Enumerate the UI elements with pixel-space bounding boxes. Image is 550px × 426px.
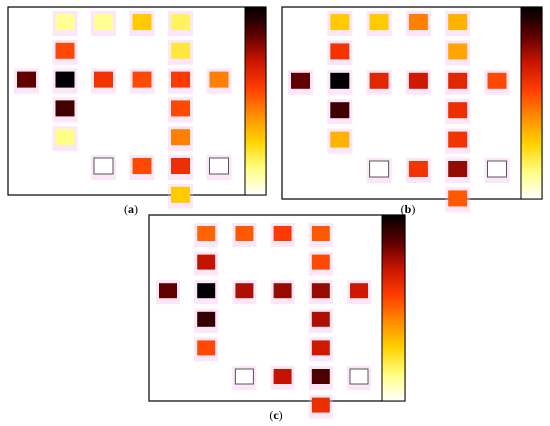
heatmap-cell — [132, 14, 152, 30]
heatmap-cell — [448, 72, 468, 89]
heatmap-cell — [235, 226, 254, 241]
heatmap-empty-cell — [369, 160, 390, 178]
heatmap-cell — [171, 186, 190, 203]
caption-c: (c) — [269, 408, 283, 422]
panel-c — [148, 214, 406, 419]
heatmap-cell — [448, 102, 468, 119]
heatmap-cell — [330, 43, 350, 60]
heatmap-empty-cell — [487, 160, 507, 178]
heatmap-cell — [311, 397, 330, 413]
heatmap-cell — [330, 72, 350, 89]
heatmap-cell — [209, 71, 229, 88]
heatmap-cell — [94, 14, 113, 30]
heatmap-cell — [55, 129, 75, 146]
heatmap-cell — [197, 283, 216, 299]
heatmap-cell — [55, 100, 75, 117]
heatmap-cell — [171, 14, 190, 30]
heatmap-empty-cell — [349, 368, 369, 385]
heatmap-cell — [159, 283, 177, 299]
heatmap-cell — [55, 71, 75, 88]
heatmap-cell — [448, 190, 468, 207]
heatmap-cell — [171, 129, 190, 146]
colorbar — [381, 214, 406, 402]
heatmap-cell — [55, 14, 75, 30]
heatmap-cell — [94, 71, 113, 88]
heatmap-cell — [408, 161, 428, 177]
heatmap-cell — [330, 102, 350, 119]
heatmap-cell — [311, 226, 330, 241]
heatmap-cell — [448, 131, 468, 148]
heatmap-empty-cell — [209, 157, 229, 175]
heatmap-cell — [132, 71, 152, 88]
heatmap-cell — [311, 254, 330, 270]
heatmap-cell — [197, 226, 216, 241]
heatmap-cell — [197, 254, 216, 270]
heatmap-cell — [132, 158, 152, 174]
heatmap-cell — [197, 311, 216, 327]
heatmap-cell — [171, 42, 190, 59]
heatmap-cell — [330, 14, 350, 30]
heatmap-cell — [17, 71, 36, 88]
heatmap-cell — [408, 72, 428, 89]
heatmap-cell — [235, 283, 254, 299]
heatmap-cell — [273, 283, 292, 299]
heatmap-cell — [448, 161, 468, 177]
heatmap-cell — [311, 369, 330, 384]
heatmap-cell — [171, 158, 190, 174]
heatmap-cell — [55, 42, 75, 59]
heatmap-cell — [330, 131, 350, 148]
panel-b — [281, 6, 543, 213]
heatmap-cell — [448, 14, 468, 30]
heatmap-cell — [311, 311, 330, 327]
heatmap-cell — [369, 72, 389, 89]
heatmap-cell — [273, 369, 292, 384]
heatmap-cell — [448, 43, 468, 60]
heatmap-empty-cell — [234, 368, 254, 385]
colorbar — [520, 6, 543, 200]
caption-a: (a) — [124, 202, 138, 216]
heatmap-cell — [273, 226, 292, 241]
heatmap-cell — [369, 14, 389, 30]
heatmap-cell — [171, 71, 190, 88]
heatmap-cell — [350, 283, 368, 299]
heatmap-cell — [197, 340, 216, 356]
colorbar — [244, 6, 267, 196]
heatmap-cell — [408, 14, 428, 30]
panel-a — [7, 6, 267, 209]
heatmap-cell — [171, 100, 190, 117]
caption-b: (b) — [400, 202, 416, 216]
heatmap-cell — [291, 72, 310, 89]
heatmap-empty-cell — [93, 157, 114, 175]
heatmap-cell — [487, 72, 507, 89]
heatmap-cell — [311, 340, 330, 356]
heatmap-cell — [311, 283, 330, 299]
